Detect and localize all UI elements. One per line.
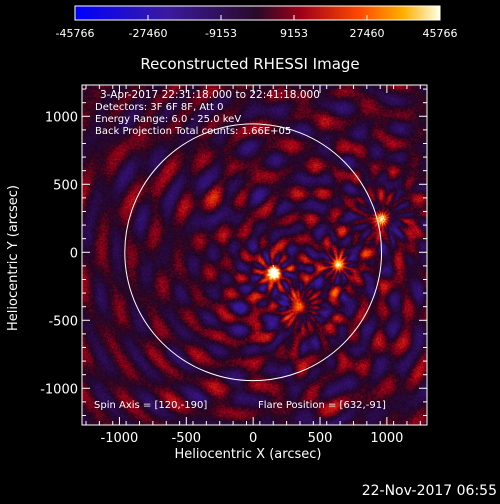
x-tick-label: 500	[308, 431, 333, 446]
annotation-method: Back Projection Total counts: 1.66E+05	[95, 126, 291, 137]
annotation-flare-position: Flare Position = [632,-91]	[258, 400, 386, 411]
y-tick-label: -500	[48, 314, 78, 329]
colorbar-tick-label: 45766	[423, 27, 458, 40]
y-tick-labels: -1000 -500 0 500 1000	[40, 110, 78, 397]
colorbar	[74, 5, 441, 21]
colorbar-ticks: -45766 -27460 -9153 9153 27460 45766	[56, 15, 458, 40]
x-tick-labels: -1000 -500 0 500 1000	[101, 431, 404, 446]
colorbar-tick-label: -45766	[56, 27, 95, 40]
y-tick-label: 500	[53, 178, 78, 193]
y-tick-label: 0	[70, 246, 78, 261]
x-tick-label: 0	[249, 431, 257, 446]
chart-title: Reconstructed RHESSI Image	[140, 55, 359, 73]
x-tick-label: 1000	[370, 431, 403, 446]
colorbar-tick-label: -9153	[205, 27, 237, 40]
x-tick-label: -1000	[101, 431, 139, 446]
x-tick-label: -500	[172, 431, 202, 446]
axis-ticks	[82, 85, 427, 425]
colorbar-tick-label: -27460	[129, 27, 168, 40]
colorbar-tick-label: 27460	[350, 27, 385, 40]
annotation-detectors: Detectors: 3F 6F 8F, Att 0	[95, 102, 223, 113]
annotation-energy: Energy Range: 6.0 - 25.0 keV	[95, 114, 241, 125]
plot-frame	[81, 84, 428, 426]
y-tick-label: -1000	[40, 382, 78, 397]
annotation-time: 3-Apr-2017 22:31:18.000 to 22:41:18.000	[100, 89, 320, 101]
heatmap-image	[82, 85, 427, 425]
x-axis-label: Heliocentric X (arcsec)	[175, 447, 322, 462]
colorbar-tick-label: 9153	[280, 27, 308, 40]
flare-position-marker	[268, 264, 279, 275]
footer-timestamp: 22-Nov-2017 06:55	[362, 483, 497, 499]
annotation-spin-axis: Spin Axis = [120,-190]	[94, 400, 207, 411]
solar-limb-circle	[124, 123, 383, 382]
y-axis-label: Heliocentric Y (arcsec)	[6, 185, 21, 331]
y-tick-label: 1000	[45, 110, 78, 125]
